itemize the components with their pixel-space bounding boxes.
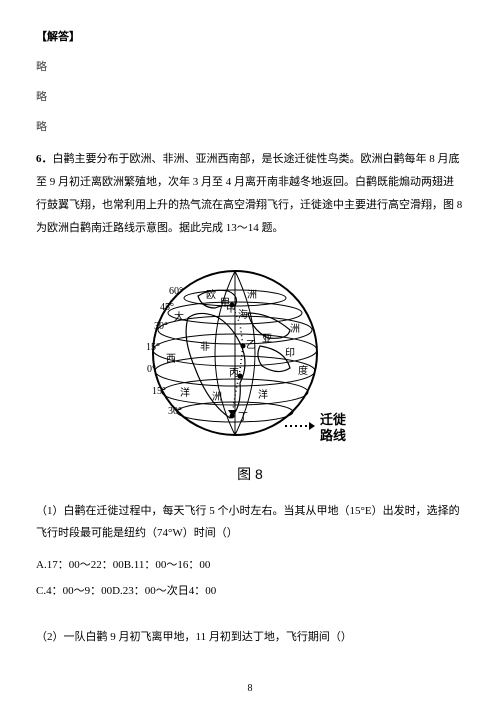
globe-diagram: 60° 45° 30° 15° 0° 15° 30° 欧 洲 中 海 甲 非 乙…	[140, 258, 360, 458]
label-europe-l: 欧	[206, 289, 216, 301]
answer-3: 略	[36, 118, 464, 134]
legend-line1: 迁徙	[320, 412, 346, 427]
lat-45: 45°	[160, 302, 174, 313]
label-africa-r: 洲	[212, 391, 222, 403]
options-1b: C.4：00～9：00D.23：00～次日4：00	[36, 582, 464, 598]
answer-1: 略	[36, 58, 464, 74]
label-asia-l: 亚	[262, 334, 272, 345]
label-atl-1: 大	[174, 310, 184, 323]
options-1a: A.17：00～22：00B.11：00～16：00	[36, 556, 464, 572]
question-6: 6．白鹳主要分布于欧洲、非洲、亚洲西南部，是长途迁徙性鸟类。欧洲白鹳每年 8 月…	[36, 148, 464, 240]
answer-2: 略	[36, 88, 464, 104]
lat-60: 60°	[169, 286, 183, 297]
lat-m15: 15°	[152, 386, 166, 397]
label-bing: 丙	[229, 368, 239, 379]
label-africa-l: 非	[200, 341, 210, 353]
label-ding: 丁	[238, 412, 248, 423]
label-europe-r: 洲	[247, 289, 257, 301]
lat-30: 30°	[154, 321, 168, 332]
label-jia: 甲	[220, 298, 230, 309]
label-hai: 海	[238, 308, 248, 321]
label-asia-r: 洲	[290, 323, 300, 335]
label-yi: 乙	[246, 339, 256, 351]
lat-m30: 30°	[168, 406, 182, 417]
figure-caption: 图 8	[237, 464, 263, 484]
answer-header: 【解答】	[36, 28, 464, 44]
legend-line2: 路线	[320, 428, 346, 443]
page-number: 8	[0, 683, 500, 694]
label-indian-ocean: 洋	[258, 388, 268, 401]
label-india-r: 度	[298, 364, 308, 377]
label-india-l: 印	[285, 347, 295, 359]
label-atl-2: 西	[166, 354, 176, 365]
figure-8: 60° 45° 30° 15° 0° 15° 30° 欧 洲 中 海 甲 非 乙…	[36, 258, 464, 484]
label-atl-3: 洋	[180, 386, 190, 399]
lat-0: 0°	[147, 364, 156, 375]
question-6-number: 6．	[36, 153, 53, 165]
question-6-body: 白鹳主要分布于欧洲、非洲、亚洲西南部，是长途迁徙性鸟类。欧洲白鹳每年 8 月底至…	[36, 153, 462, 234]
lat-15: 15°	[146, 342, 160, 353]
sub-question-2: （2）一队白鹳 9 月初飞离甲地，11 月初到达丁地，飞行期间（）	[36, 626, 464, 648]
sub-question-1: （1）白鹳在迁徙过程中，每天飞行 5 个小时左右。当其从甲地（15°E）出发时，…	[36, 500, 464, 544]
